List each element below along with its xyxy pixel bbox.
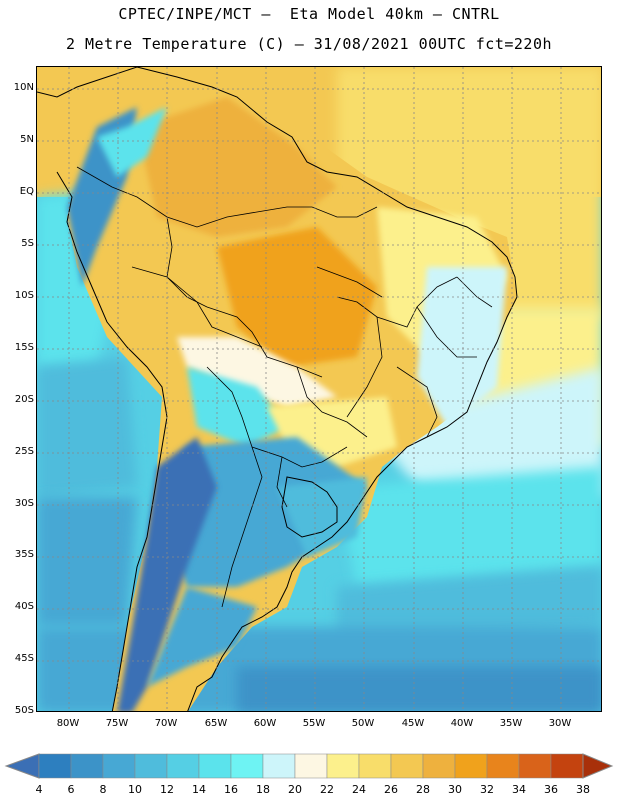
country-borders (76, 166, 493, 608)
lat-label-5n: 5N (20, 134, 34, 145)
colorbar-swatch (390, 753, 424, 779)
colorbar-swatch (102, 753, 136, 779)
colorbar-arrow-high (582, 753, 614, 779)
colorbar-tick-label: 10 (128, 783, 142, 796)
colorbar-swatch (422, 753, 456, 779)
colorbar-tick-label: 8 (99, 783, 107, 796)
map-canvas (37, 67, 601, 711)
lon-label-65w: 65W (204, 718, 228, 729)
lon-label-70w: 70W (154, 718, 178, 729)
colorbar-swatch (326, 753, 360, 779)
colorbar-swatch (262, 753, 296, 779)
lat-label-5s: 5S (21, 238, 34, 249)
colorbar-swatch (70, 753, 104, 779)
lon-label-50w: 50W (351, 718, 375, 729)
colorbar-tick-label: 30 (448, 783, 462, 796)
lon-label-35w: 35W (499, 718, 523, 729)
colorbar-swatch (38, 753, 72, 779)
map-title-line2: 2 Metre Temperature (C) – 31/08/2021 00U… (65, 35, 553, 53)
colorbar-swatch (358, 753, 392, 779)
colorbar-tick-label: 36 (544, 783, 558, 796)
lat-label-45s: 45S (14, 653, 34, 664)
colorbar-tick-label: 12 (160, 783, 174, 796)
colorbar-tick-label: 14 (192, 783, 206, 796)
colorbar-swatch (486, 753, 520, 779)
lon-label-80w: 80W (56, 718, 80, 729)
lat-label-10n: 10N (13, 82, 34, 93)
colorbar-tick-label: 6 (67, 783, 75, 796)
colorbar-tick-label: 20 (288, 783, 302, 796)
lat-label-50s: 50S (14, 705, 34, 716)
colorbar-swatch (198, 753, 232, 779)
temperature-colorbar (4, 753, 614, 779)
colorbar-tick-label: 26 (384, 783, 398, 796)
colorbar-tick-label: 28 (416, 783, 430, 796)
lon-label-60w: 60W (253, 718, 277, 729)
map-title-line1: CPTEC/INPE/MCT – Eta Model 40km – CNTRL (118, 5, 500, 23)
lat-label-10s: 10S (14, 290, 34, 301)
colorbar-tick-label: 38 (576, 783, 590, 796)
colorbar-tick-label: 22 (320, 783, 334, 796)
colorbar-swatch (518, 753, 552, 779)
lat-label-20s: 20S (14, 394, 34, 405)
coastline (37, 67, 518, 711)
lon-label-75w: 75W (105, 718, 129, 729)
colorbar-tick-label: 18 (256, 783, 270, 796)
colorbar-swatch (230, 753, 264, 779)
colorbar-swatch (550, 753, 584, 779)
colorbar-swatch (454, 753, 488, 779)
lat-label-30s: 30S (14, 498, 34, 509)
lon-label-30w: 30W (548, 718, 572, 729)
grid (37, 67, 601, 711)
colorbar-swatch (294, 753, 328, 779)
lon-label-55w: 55W (302, 718, 326, 729)
lon-label-40w: 40W (450, 718, 474, 729)
colorbar-tick-label: 34 (512, 783, 526, 796)
colorbar-arrow-low (4, 753, 40, 779)
lon-label-45w: 45W (401, 718, 425, 729)
colorbar-swatch (166, 753, 200, 779)
lat-label-eq: EQ (19, 186, 34, 197)
lat-label-15s: 15S (14, 342, 34, 353)
colorbar-tick-label: 32 (480, 783, 494, 796)
colorbar-tick-label: 4 (35, 783, 43, 796)
colorbar-tick-label: 24 (352, 783, 366, 796)
temperature-map (36, 66, 602, 712)
lat-label-35s: 35S (14, 549, 34, 560)
colorbar-swatch (134, 753, 168, 779)
lat-label-25s: 25S (14, 446, 34, 457)
colorbar-tick-label: 16 (224, 783, 238, 796)
lat-label-40s: 40S (14, 601, 34, 612)
